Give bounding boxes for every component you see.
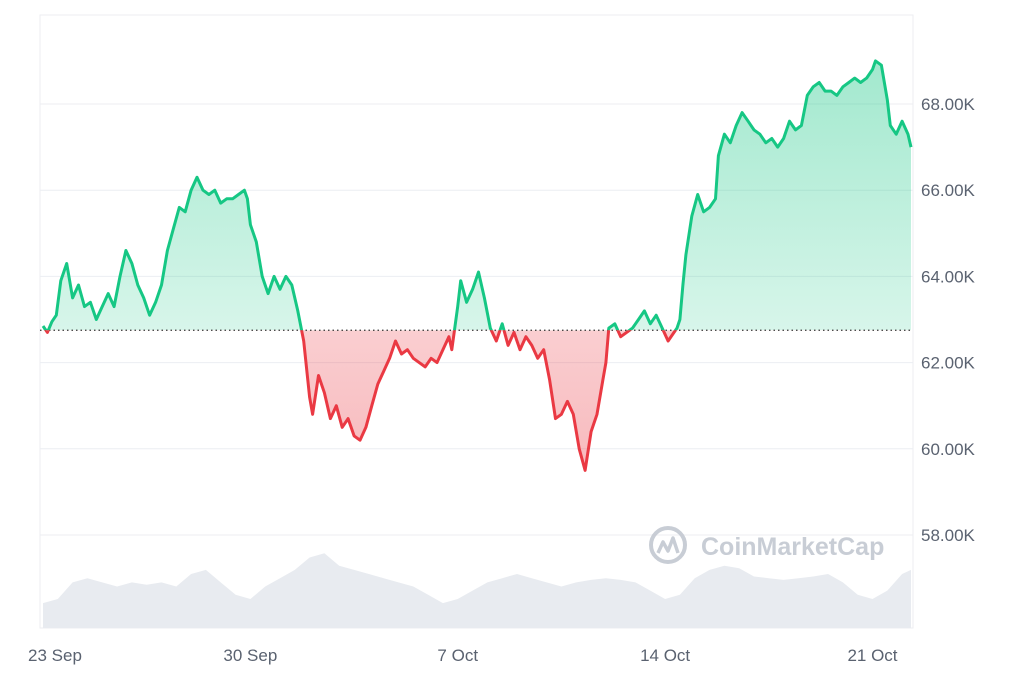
x-tick-label: 21 Oct: [847, 646, 897, 665]
up-area: [43, 60, 911, 331]
y-tick-label: 58.00K: [921, 526, 976, 545]
y-tick-label: 62.00K: [921, 354, 976, 373]
price-line: [41, 59, 913, 472]
y-tick-label: 68.00K: [921, 95, 976, 114]
coinmarketcap-logo-icon: [649, 526, 687, 564]
y-tick-label: 64.00K: [921, 267, 976, 286]
y-axis-ticks: 58.00K 60.00K 62.00K 64.00K 66.00K 68.00K: [921, 95, 976, 545]
x-tick-label: 7 Oct: [437, 646, 478, 665]
watermark-text: CoinMarketCap: [701, 533, 884, 561]
volume-area: [43, 553, 911, 628]
volume-series: [43, 553, 911, 628]
price-fill: [43, 60, 911, 471]
x-axis-ticks: 23 Sep 30 Sep 7 Oct 14 Oct 21 Oct: [28, 646, 898, 665]
up-line: [41, 59, 913, 331]
x-tick-label: 23 Sep: [28, 646, 82, 665]
y-tick-label: 66.00K: [921, 181, 976, 200]
x-tick-label: 30 Sep: [223, 646, 277, 665]
watermark: CoinMarketCap: [649, 526, 884, 564]
x-tick-label: 14 Oct: [640, 646, 690, 665]
y-tick-label: 60.00K: [921, 440, 976, 459]
